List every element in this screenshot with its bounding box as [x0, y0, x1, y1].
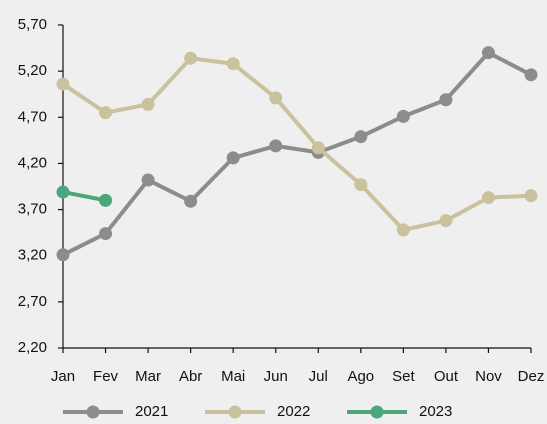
point: [226, 151, 240, 165]
point: [56, 77, 70, 91]
y-tick-label: 5,20: [18, 62, 47, 79]
x-tick-label: Nov: [475, 368, 502, 385]
point: [269, 91, 283, 105]
x-tick-label: Out: [434, 368, 459, 385]
point: [396, 109, 410, 123]
y-tick-label: 5,70: [18, 16, 47, 33]
point: [56, 248, 70, 262]
x-tick-label: Ago: [347, 368, 374, 385]
point: [396, 223, 410, 237]
legend-marker: [228, 405, 242, 419]
point: [99, 227, 113, 241]
point: [439, 93, 453, 107]
point: [226, 57, 240, 71]
series-line: [61, 56, 532, 232]
x-tick-label: Dez: [518, 368, 545, 385]
legend-label: 2022: [277, 403, 310, 420]
legend-label: 2021: [135, 403, 168, 420]
legend-marker: [370, 405, 384, 419]
point: [184, 51, 198, 65]
y-tick-label: 3,20: [18, 247, 47, 264]
legend-marker: [86, 405, 100, 419]
point: [311, 141, 325, 155]
point: [354, 130, 368, 144]
point: [439, 214, 453, 228]
point: [141, 97, 155, 111]
series-line: [62, 190, 106, 203]
x-tick-label: Mai: [221, 368, 245, 385]
y-tick-label: 4,20: [18, 154, 47, 171]
point: [56, 185, 70, 199]
x-tick-label: Jun: [264, 368, 288, 385]
y-tick-label: 2,20: [18, 339, 47, 356]
x-tick-label: Mar: [135, 368, 161, 385]
point: [481, 191, 495, 205]
point: [269, 139, 283, 153]
y-tick-label: 3,70: [18, 201, 47, 218]
point: [184, 194, 198, 208]
x-tick-label: Fev: [93, 368, 119, 385]
y-tick-label: 2,70: [18, 293, 47, 310]
point: [481, 46, 495, 60]
series-line: [62, 50, 532, 257]
point: [524, 189, 538, 203]
x-tick-label: Jan: [51, 368, 75, 385]
x-tick-label: Set: [392, 368, 415, 385]
y-tick-label: 4,70: [18, 108, 47, 125]
point: [354, 178, 368, 192]
legend-label: 2023: [419, 403, 452, 420]
point: [99, 106, 113, 120]
point: [99, 193, 113, 207]
x-tick-label: Abr: [179, 368, 202, 385]
x-tick-label: Jul: [309, 368, 328, 385]
point: [524, 68, 538, 82]
point: [141, 173, 155, 187]
